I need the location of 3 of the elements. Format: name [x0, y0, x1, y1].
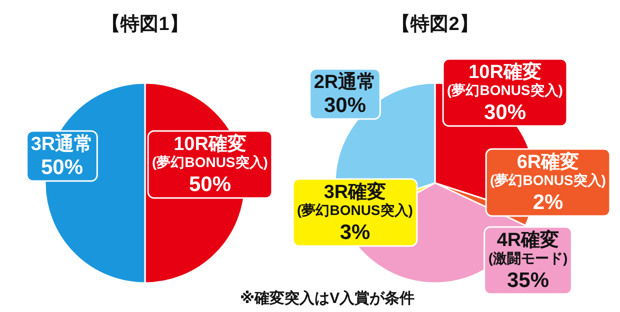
chart-title: 【特図1】 [102, 13, 188, 35]
chart-title: 【特図2】 [392, 13, 478, 35]
text: ※確変突入はV入賞が条件 [240, 289, 415, 307]
